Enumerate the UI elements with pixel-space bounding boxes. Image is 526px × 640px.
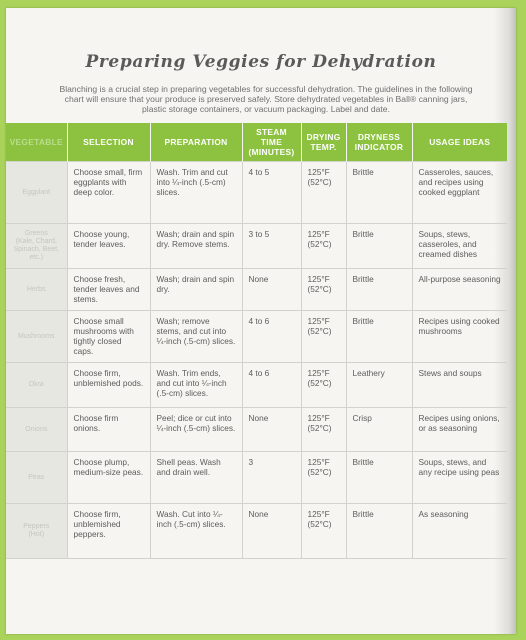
table-row: Peppers (Hot) Choose firm, unblemished pe… — [6, 503, 507, 559]
steam-time-cell: 4 to 6 — [241, 362, 301, 408]
dehydration-chart: Vegetable Selection Preparation Steam Ti… — [6, 123, 507, 559]
preparation-cell: Wash; remove stems, and cut into ¼-inch … — [149, 310, 242, 363]
table-row: Mushrooms Choose small mushrooms with ti… — [6, 310, 507, 363]
dryness-cell: Brittle — [345, 451, 412, 504]
vegetable-cell: Eggplant — [6, 161, 67, 224]
preparation-cell: Shell peas. Wash and drain well. — [149, 451, 242, 504]
selection-cell: Choose firm, unblemished pods. — [66, 362, 150, 408]
usage-cell: Recipes using cooked mushrooms — [411, 310, 507, 363]
usage-cell: Casseroles, sauces, and recipes using co… — [411, 161, 507, 224]
dryness-cell: Crisp — [345, 407, 412, 452]
steam-time-cell: None — [241, 503, 301, 559]
vegetable-cell: Peas — [6, 451, 67, 504]
drying-temp-cell: 125°F (52°C) — [300, 310, 346, 363]
header-steam-time: Steam Time (minutes) — [241, 123, 301, 162]
drying-temp-cell: 125°F (52°C) — [300, 161, 346, 224]
dryness-cell: Brittle — [345, 223, 412, 269]
header-vegetable: Vegetable — [6, 123, 67, 162]
steam-time-cell: 3 — [241, 451, 301, 504]
vegetable-note: (Kale, Chard, Spinach, Beet, etc.) — [13, 238, 60, 261]
drying-temp-cell: 125°F (52°C) — [300, 503, 346, 559]
table-row: Eggplant Choose small, firm eggplants wi… — [6, 161, 507, 224]
vegetable-name: Peas — [28, 473, 45, 481]
table-row: Onions Choose firm onions. Peel; dice or… — [6, 407, 507, 452]
vegetable-name: Onions — [25, 425, 48, 433]
vegetable-cell: Okra — [6, 362, 67, 408]
header-row: Vegetable Selection Preparation Steam Ti… — [6, 123, 507, 162]
vegetable-cell: Mushrooms — [6, 310, 67, 363]
table-row: Okra Choose firm, unblemished pods. Wash… — [6, 362, 507, 408]
steam-time-cell: 3 to 5 — [241, 223, 301, 269]
preparation-cell: Wash. Cut into ¼-inch (.5-cm) slices. — [149, 503, 242, 559]
preparation-cell: Peel; dice or cut into ¼-inch (.5-cm) sl… — [149, 407, 242, 452]
drying-temp-cell: 125°F (52°C) — [300, 223, 346, 269]
selection-cell: Choose plump, medium-size peas. — [66, 451, 150, 504]
table-row: Peas Choose plump, medium-size peas. She… — [6, 451, 507, 504]
vegetable-cell: Onions — [6, 407, 67, 452]
usage-cell: All-purpose seasoning — [411, 268, 507, 311]
steam-time-cell: None — [241, 268, 301, 311]
dryness-cell: Brittle — [345, 310, 412, 363]
preparation-cell: Wash; drain and spin dry. — [149, 268, 242, 311]
vegetable-note: (Hot) — [28, 531, 45, 538]
drying-temp-cell: 125°F (52°C) — [300, 407, 346, 452]
steam-time-cell: 4 to 5 — [241, 161, 301, 224]
vegetable-cell: Peppers (Hot) — [6, 503, 67, 559]
vegetable-cell: Herbs — [6, 268, 67, 311]
vegetable-name: Eggplant — [22, 188, 51, 196]
usage-cell: Recipes using onions, or as seasoning — [411, 407, 507, 452]
preparation-cell: Wash. Trim and cut into ¼-inch (.5-cm) s… — [149, 161, 242, 224]
usage-cell: Stews and soups — [411, 362, 507, 408]
usage-cell: Soups, stews, and any recipe using peas — [411, 451, 507, 504]
vegetable-name: Okra — [28, 381, 44, 388]
usage-cell: Soups, stews, casseroles, and creamed di… — [411, 223, 507, 269]
drying-temp-cell: 125°F (52°C) — [300, 451, 346, 504]
vegetable-name: Mushrooms — [17, 332, 55, 340]
steam-time-cell: None — [241, 407, 301, 452]
table-row: Herbs Choose fresh, tender leaves and st… — [6, 268, 507, 311]
dryness-cell: Leathery — [345, 362, 412, 408]
header-preparation: Preparation — [149, 123, 242, 162]
vegetable-name: Greens — [24, 230, 48, 237]
intro-paragraph: Blanching is a crucial step in preparing… — [59, 84, 473, 114]
selection-cell: Choose small, firm eggplants with deep c… — [66, 161, 150, 224]
steam-time-cell: 4 to 6 — [241, 310, 301, 363]
vegetable-cell: Greens (Kale, Chard, Spinach, Beet, etc.) — [6, 223, 67, 269]
header-selection: Selection — [66, 123, 150, 162]
header-usage-ideas: Usage Ideas — [411, 123, 507, 162]
usage-cell: As seasoning — [411, 503, 507, 559]
selection-cell: Choose firm onions. — [66, 407, 150, 452]
selection-cell: Choose firm, unblemished peppers. — [66, 503, 150, 559]
book-page: Preparing Veggies for Dehydration Blanch… — [6, 8, 516, 634]
dryness-cell: Brittle — [345, 161, 412, 224]
preparation-cell: Wash. Trim ends, and cut into ¼-inch (.5… — [149, 362, 242, 408]
preparation-cell: Wash; drain and spin dry. Remove stems. — [149, 223, 242, 269]
dryness-cell: Brittle — [345, 268, 412, 311]
selection-cell: Choose young, tender leaves. — [66, 223, 150, 269]
vegetable-name: Peppers — [23, 523, 50, 530]
selection-cell: Choose fresh, tender leaves and stems. — [66, 268, 150, 311]
selection-cell: Choose small mushrooms with tightly clos… — [66, 310, 150, 363]
vegetable-name: Herbs — [26, 285, 46, 293]
header-drying-temp: Drying Temp. — [300, 123, 346, 162]
drying-temp-cell: 125°F (52°C) — [300, 268, 346, 311]
page-title: Preparing Veggies for Dehydration — [85, 52, 437, 72]
header-dryness-indicator: Dryness Indicator — [345, 123, 412, 162]
dryness-cell: Brittle — [345, 503, 412, 559]
table-row: Greens (Kale, Chard, Spinach, Beet, etc.)… — [6, 223, 507, 269]
drying-temp-cell: 125°F (52°C) — [300, 362, 346, 408]
